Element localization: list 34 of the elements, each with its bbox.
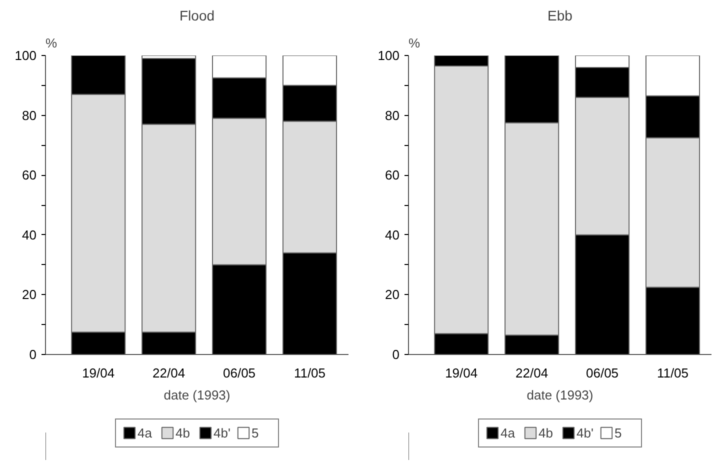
y-tick-label: 20 bbox=[385, 287, 400, 302]
y-axis-title: % bbox=[46, 36, 58, 50]
legend-label: 4b' bbox=[576, 425, 594, 440]
legend-label: 5 bbox=[252, 425, 260, 440]
legend-label: 4b' bbox=[214, 425, 232, 440]
y-tick-label: 100 bbox=[14, 48, 37, 63]
x-tick-label: 06/05 bbox=[586, 366, 619, 380]
x-tick-label: 22/04 bbox=[516, 366, 548, 380]
chart-title: Ebb bbox=[548, 8, 573, 24]
y-tick-label: 80 bbox=[385, 108, 400, 123]
y-tick-label: 20 bbox=[22, 287, 37, 302]
x-tick-label: 19/04 bbox=[82, 366, 115, 380]
x-tick-label: 19/04 bbox=[445, 366, 478, 380]
chart-title: Flood bbox=[179, 8, 215, 24]
x-tick-label: 22/04 bbox=[152, 366, 186, 380]
y-tick-label: 100 bbox=[378, 48, 400, 63]
x-tick-label: 11/05 bbox=[294, 366, 326, 380]
y-tick-label: 40 bbox=[385, 227, 400, 242]
y-tick-label: 0 bbox=[29, 347, 37, 362]
legend-label: 4a bbox=[500, 425, 516, 440]
x-axis-title: date (1993) bbox=[164, 388, 230, 402]
x-axis-title: date (1993) bbox=[526, 388, 594, 402]
y-tick-label: 60 bbox=[385, 168, 400, 183]
legend-label: 4b bbox=[538, 425, 554, 440]
y-tick-label: 80 bbox=[22, 108, 37, 123]
legend-label: 5 bbox=[614, 425, 623, 440]
legend-label: 4a bbox=[138, 425, 153, 440]
y-tick-label: 40 bbox=[22, 227, 37, 242]
y-axis-title: % bbox=[408, 36, 420, 50]
x-tick-label: 11/05 bbox=[656, 366, 689, 380]
y-tick-label: 0 bbox=[392, 347, 400, 362]
x-tick-label: 06/05 bbox=[223, 366, 256, 380]
y-tick-label: 60 bbox=[22, 168, 37, 183]
legend-label: 4b bbox=[176, 425, 191, 440]
